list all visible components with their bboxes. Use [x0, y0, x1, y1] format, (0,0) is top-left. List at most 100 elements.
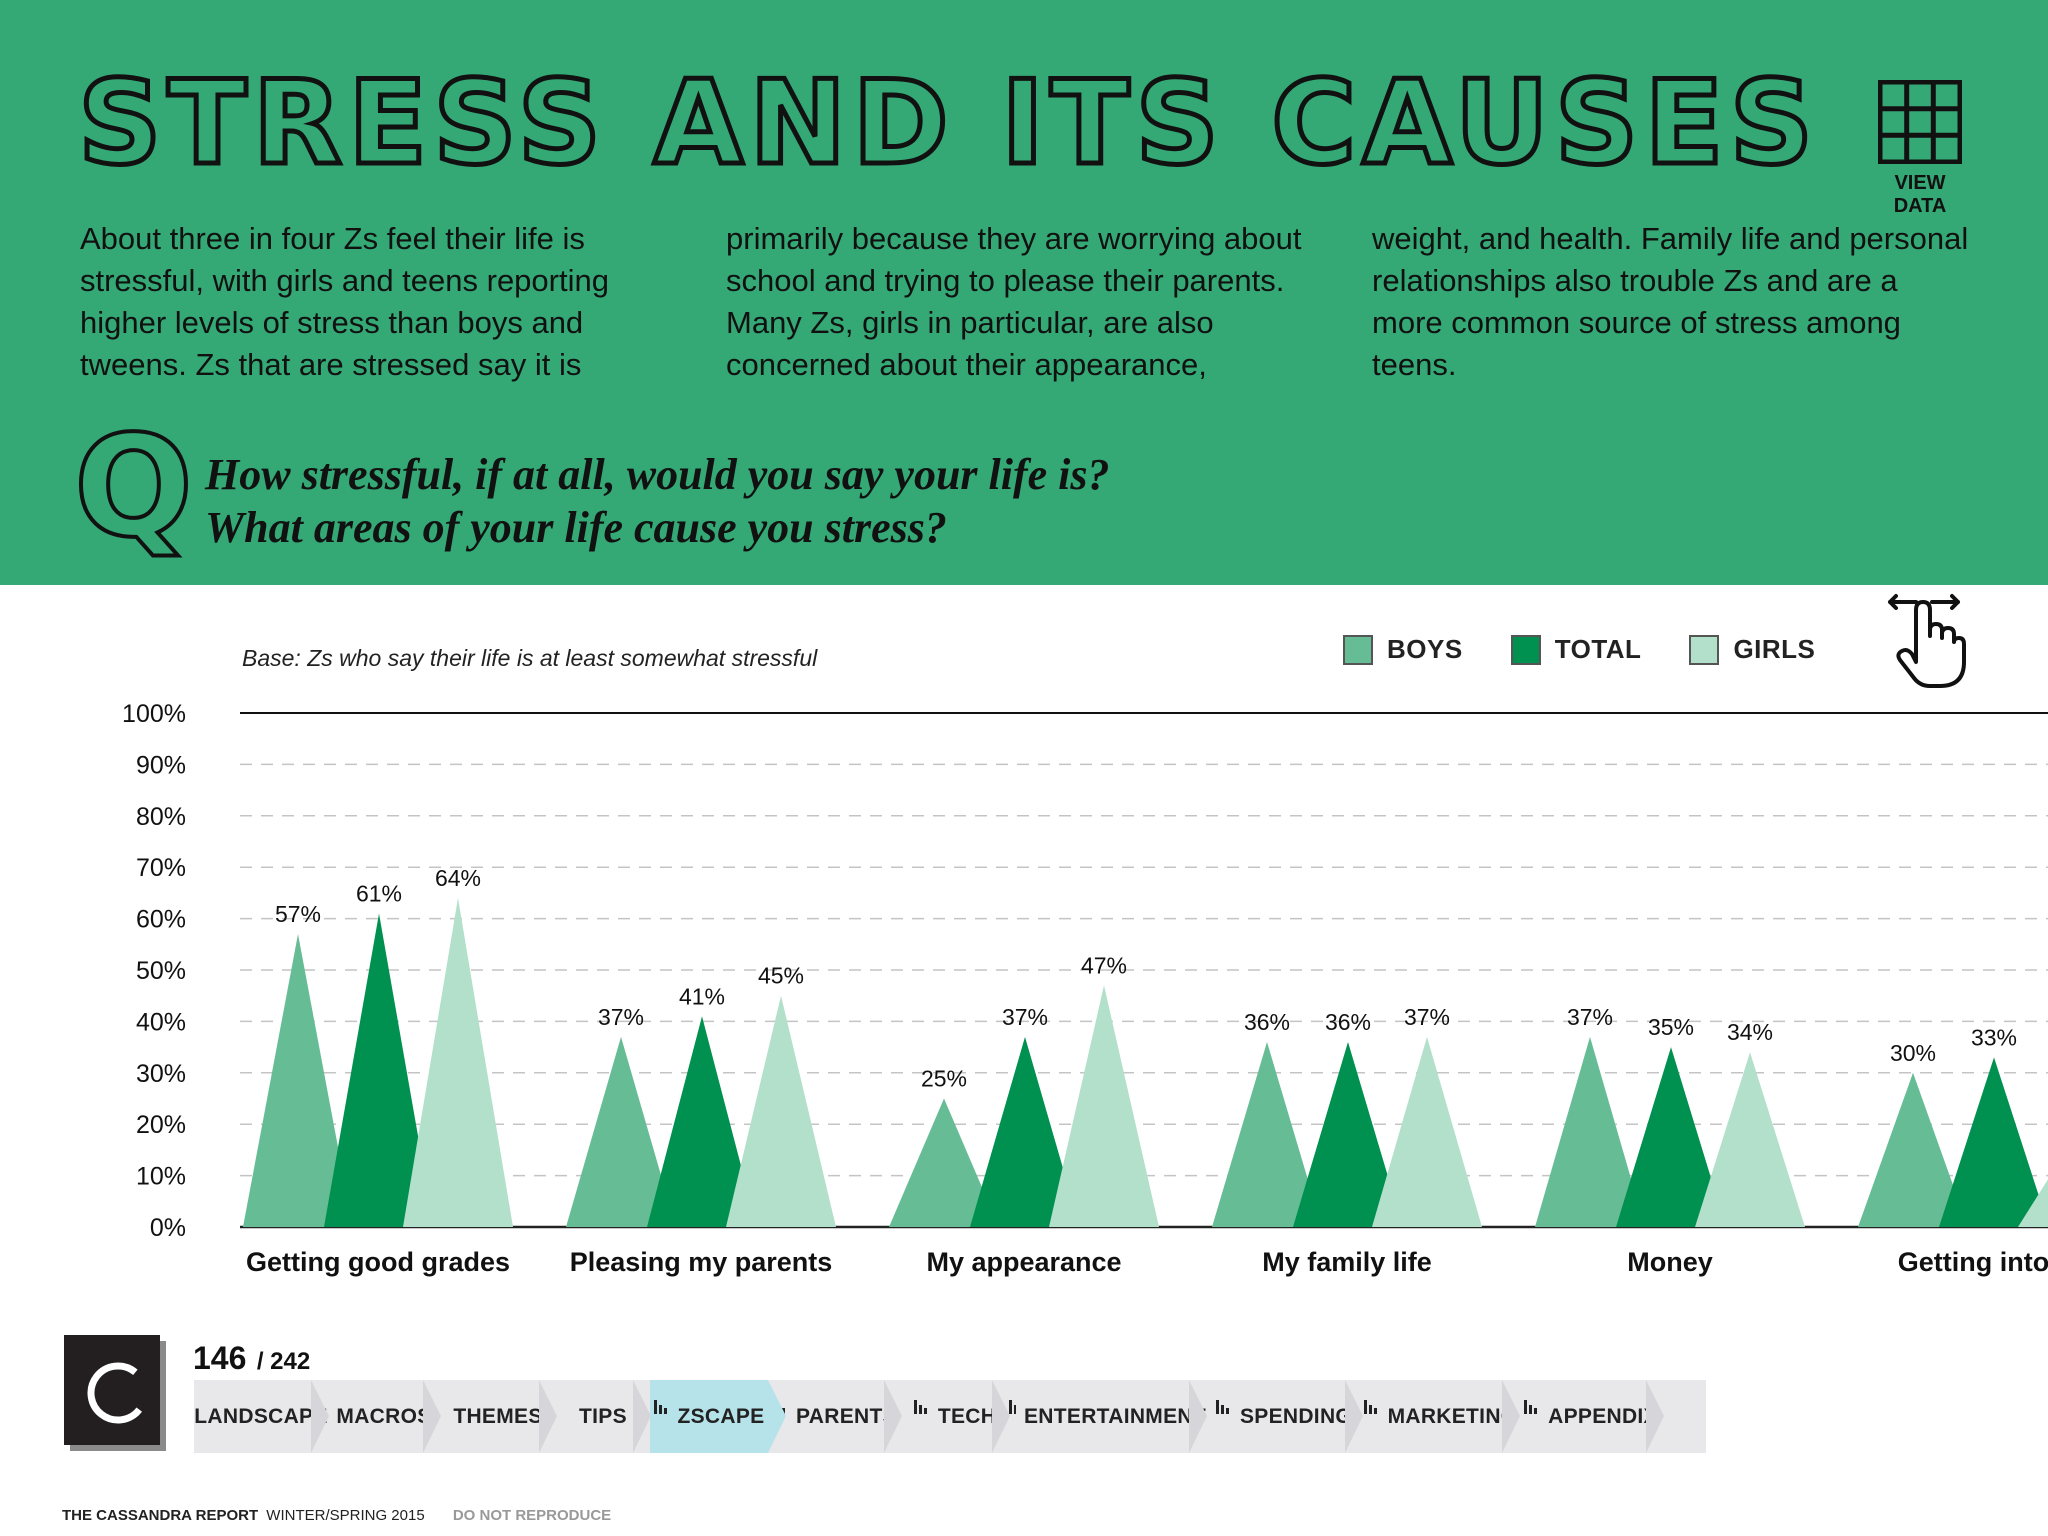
legend-swatch-boys — [1343, 634, 1373, 665]
legend-label-boys: BOYS — [1387, 634, 1463, 664]
data-label-total-2: 37% — [1002, 1004, 1048, 1030]
bar-chart-icon — [1215, 1399, 1229, 1414]
nav-tab-marketing[interactable]: MARKETING — [1362, 1380, 1520, 1453]
data-label-boys-1: 37% — [598, 1004, 644, 1030]
footer-notice: DO NOT REPRODUCE — [452, 1507, 612, 1524]
bar-total-0 — [324, 913, 434, 1227]
intro-text-column-2: primarily because they are worrying abou… — [726, 221, 1302, 382]
cassandra-logo[interactable] — [62, 1333, 170, 1460]
page-current: 146 — [193, 1340, 247, 1376]
y-tick-label: 30% — [136, 1060, 186, 1088]
view-data-button[interactable]: VIEW DATA — [1872, 80, 1968, 218]
bar-boys-0 — [243, 934, 353, 1227]
category-label: Pleasing my parents — [570, 1247, 833, 1277]
bar-total-3 — [1293, 1041, 1403, 1227]
page-counter: 146 / 242 — [193, 1340, 310, 1377]
bar-total-1 — [647, 1016, 757, 1227]
data-label-girls-4: 34% — [1727, 1019, 1773, 1045]
header-band: STRESS AND ITS CAUSES VIEW DATA About th… — [0, 0, 2048, 585]
data-label-total-5: 33% — [1971, 1024, 2017, 1050]
bar-chart-icon — [1363, 1399, 1377, 1414]
nav-tab-label: ZSCAPE — [677, 1404, 765, 1428]
bar-chart-icon — [913, 1399, 927, 1414]
bar-girls-0 — [403, 898, 513, 1227]
survey-question: How stressful, if at all, would you say … — [205, 448, 1110, 554]
nav-tab-parents[interactable]: PARENTS — [768, 1380, 902, 1453]
bar-boys-3 — [1212, 1041, 1322, 1227]
view-data-label: VIEW DATA — [1893, 172, 1947, 217]
footer-report-name: THE CASSANDRA REPORT — [62, 1507, 259, 1524]
y-tick-label: 80% — [136, 803, 186, 831]
nav-tab-appendix[interactable]: APPENDIX — [1519, 1380, 1664, 1453]
nav-tab-label: APPENDIX — [1548, 1404, 1658, 1428]
bar-girls-4 — [1695, 1052, 1805, 1227]
grid-icon — [1878, 80, 1962, 164]
question-line-2: What areas of your life cause you stress… — [205, 503, 947, 552]
nav-tab-zscape[interactable]: ZSCAPE — [650, 1380, 786, 1453]
data-label-total-1: 41% — [679, 983, 725, 1009]
nav-tab-label: MACROS — [336, 1404, 432, 1428]
category-label: Getting into co — [1898, 1247, 2048, 1277]
legend-item-boys: BOYS — [1343, 634, 1463, 665]
bar-boys-1 — [566, 1036, 676, 1227]
data-label-girls-1: 45% — [758, 963, 804, 989]
nav-tab-tech[interactable]: TECH — [901, 1380, 1010, 1453]
category-label: My appearance — [926, 1247, 1121, 1277]
data-label-total-3: 36% — [1325, 1009, 1371, 1035]
data-label-boys-5: 30% — [1890, 1040, 1936, 1066]
y-tick-label: 60% — [136, 906, 186, 934]
legend-label-total: TOTAL — [1554, 634, 1642, 664]
data-label-girls-2: 47% — [1081, 952, 1127, 978]
legend-swatch-girls — [1689, 634, 1720, 665]
y-tick-label: 70% — [136, 854, 186, 882]
bar-chart-icon — [653, 1399, 667, 1414]
nav-tab-label: ENTERTAINMENT — [1024, 1404, 1206, 1428]
nav-tab-macros[interactable]: MACROS — [328, 1380, 441, 1453]
footer-credit: THE CASSANDRA REPORT WINTER/SPRING 2015 … — [62, 1507, 611, 1524]
bar-chart-icon — [1009, 1399, 1016, 1414]
nav-tab-label: PARENTS — [796, 1404, 897, 1428]
y-tick-label: 50% — [136, 957, 186, 985]
legend-swatch-total — [1510, 634, 1541, 665]
swipe-hand-icon[interactable] — [1880, 590, 1970, 695]
page-total: / 242 — [256, 1348, 311, 1375]
bar-chart-icon — [1524, 1399, 1538, 1414]
legend-item-girls: GIRLS — [1689, 634, 1815, 665]
nav-tab-entertainment[interactable]: ENTERTAINMENT — [1009, 1380, 1207, 1453]
section-nav-bar: LANDSCAPE MACROS THEMES TIPS ZSCAPE PARENTS TE… — [194, 1380, 1706, 1453]
nav-tab-spending[interactable]: SPENDING — [1206, 1380, 1363, 1453]
chart-legend: BOYS TOTAL GIRLS — [1343, 634, 1863, 665]
nav-tab-label: TECH — [937, 1404, 997, 1428]
chart-plot-area: 0% 10% 20% 30% 40% 50% 60% 70% 80% 90% 100% 57% 61%… — [122, 700, 2048, 1277]
y-tick-label: 10% — [136, 1163, 186, 1191]
question-q-glyph: Q — [72, 406, 195, 569]
y-tick-label: 20% — [136, 1111, 186, 1139]
bar-girls-5 — [2018, 1179, 2048, 1227]
legend-label-girls: GIRLS — [1733, 634, 1816, 664]
y-tick-label: 0% — [150, 1214, 186, 1242]
bar-total-5 — [1939, 1057, 2048, 1227]
nav-tab-tips[interactable]: TIPS — [556, 1380, 651, 1453]
y-tick-label: 100% — [122, 700, 186, 728]
page-title: STRESS AND ITS CAUSES — [75, 56, 1820, 191]
bar-boys-5 — [1858, 1072, 1968, 1227]
data-label-boys-3: 36% — [1244, 1009, 1290, 1035]
chart-base-note: Base: Zs who say their life is at least … — [242, 645, 818, 671]
nav-tab-label: TIPS — [579, 1404, 627, 1428]
nav-tab-landscape[interactable]: LANDSCAPE — [194, 1380, 329, 1453]
y-tick-label: 90% — [136, 751, 186, 779]
legend-item-total: TOTAL — [1510, 634, 1642, 665]
category-label: My family life — [1262, 1247, 1432, 1277]
nav-tab-label: MARKETING — [1387, 1404, 1518, 1428]
bar-girls-2 — [1049, 985, 1159, 1227]
bar-boys-2 — [889, 1098, 999, 1227]
data-label-boys-0: 57% — [275, 901, 321, 927]
bar-total-4 — [1616, 1047, 1726, 1227]
question-line-1: How stressful, if at all, would you say … — [205, 450, 1110, 499]
nav-tab-themes[interactable]: THEMES — [440, 1380, 557, 1453]
data-label-boys-2: 25% — [921, 1066, 967, 1092]
nav-tab-label: THEMES — [453, 1404, 543, 1428]
data-label-total-0: 61% — [356, 880, 402, 906]
intro-text-column-3: weight, and health. Family life and pers… — [1372, 221, 1969, 382]
data-label-boys-4: 37% — [1567, 1004, 1613, 1030]
